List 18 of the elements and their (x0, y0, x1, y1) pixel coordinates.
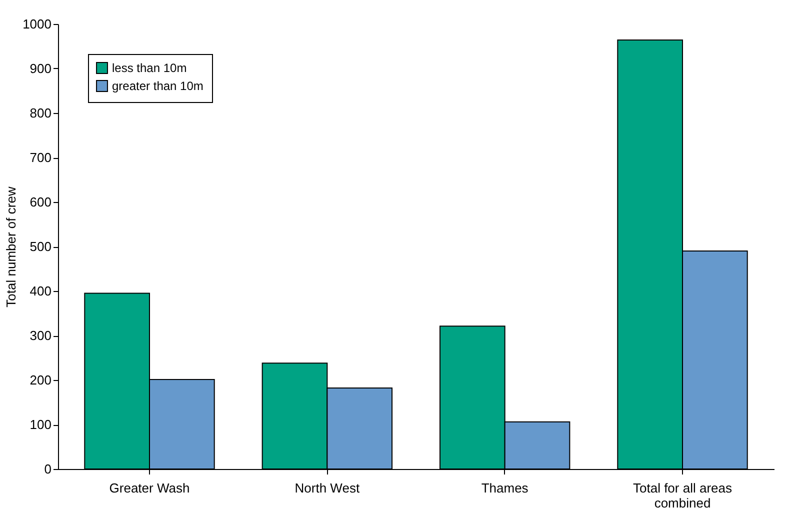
y-tick-label: 600 (30, 194, 52, 210)
legend-label: less than 10m (112, 61, 187, 75)
y-tick-label: 300 (30, 328, 52, 343)
y-tick-label: 400 (30, 284, 52, 298)
y-tick-label: 200 (30, 372, 52, 388)
y-tick-label: 900 (30, 61, 52, 76)
y-tick-label: 0 (44, 462, 52, 476)
legend-label: greater than 10m (112, 79, 204, 93)
y-tick-label: 1000 (22, 16, 52, 32)
y-axis-title: Total number of crew (4, 186, 19, 308)
x-tick-label: North West (294, 480, 360, 496)
y-tick-label: 100 (30, 417, 52, 432)
x-tick-label: Total for all areas combined (633, 480, 732, 510)
x-tick-label: Thames (481, 480, 529, 496)
y-tick-label: 800 (30, 106, 52, 120)
y-tick-label: 700 (30, 150, 52, 165)
y-tick-label: 500 (30, 239, 52, 254)
x-tick-label: Greater Wash (109, 480, 190, 496)
